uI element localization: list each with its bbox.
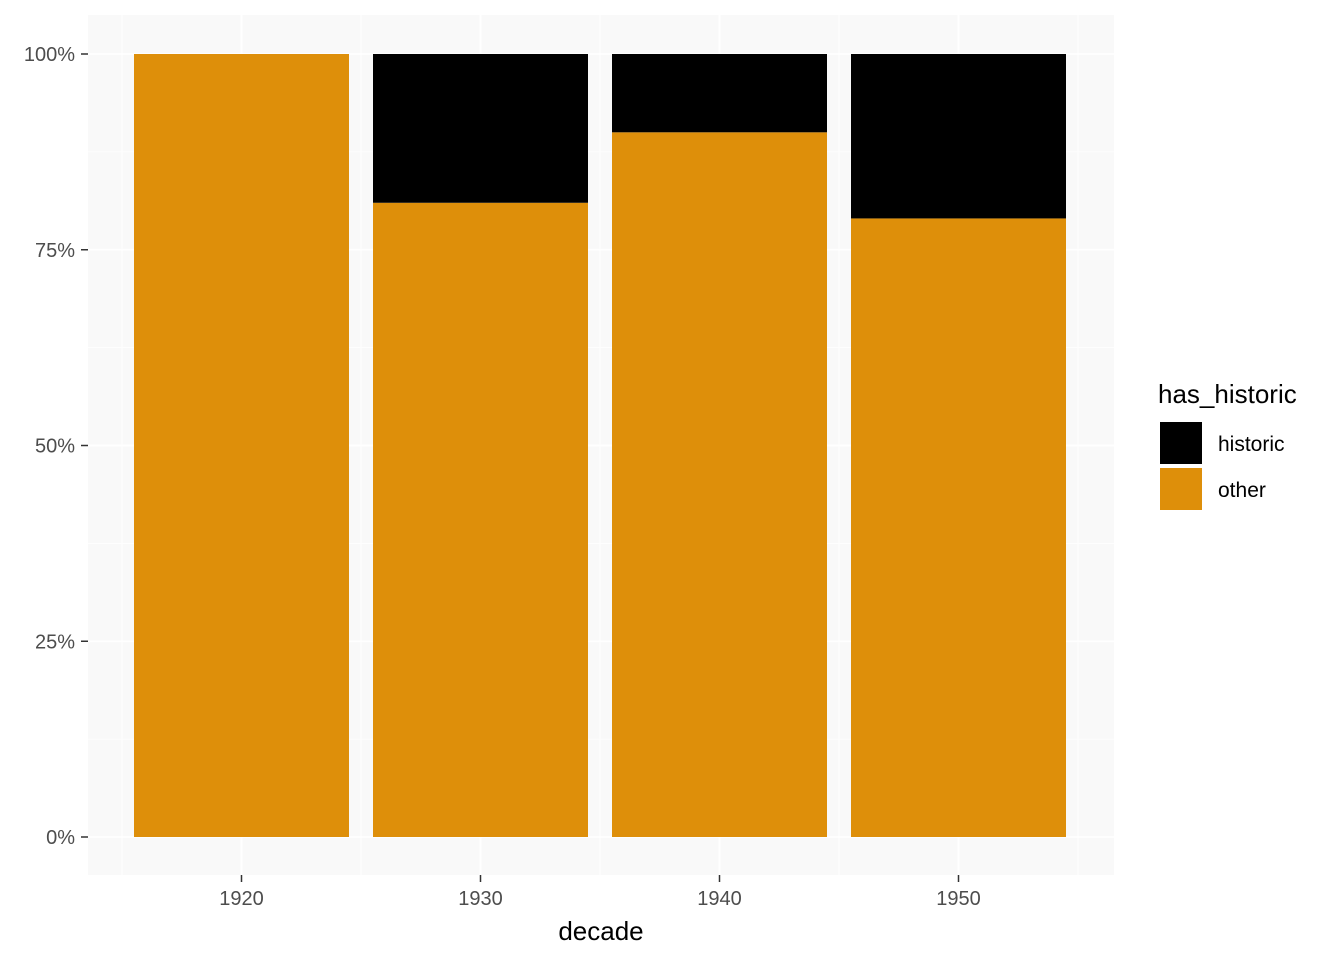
bars	[134, 54, 1066, 838]
bar-historic-1930	[373, 54, 588, 203]
y-tick-label: 25%	[35, 631, 75, 653]
x-tick-label: 1940	[697, 888, 742, 910]
legend-label-other: other	[1218, 479, 1266, 502]
legend-title: has_historic	[1158, 379, 1297, 409]
bar-other-1940	[612, 132, 827, 838]
bar-other-1930	[373, 202, 588, 837]
bar-other-1950	[851, 218, 1066, 837]
x-tick-label: 1920	[219, 888, 264, 910]
legend-key-historic	[1160, 422, 1202, 464]
legend: has_historic historic other	[1158, 379, 1297, 510]
x-axis-title: decade	[558, 916, 643, 946]
y-tick-label: 75%	[35, 240, 75, 262]
legend-label-historic: historic	[1218, 433, 1285, 456]
y-tick-label: 50%	[35, 436, 75, 458]
y-axis: 0% 25% 50% 75% 100%	[24, 44, 88, 849]
bar-historic-1950	[851, 54, 1066, 219]
legend-key-other	[1160, 468, 1202, 510]
y-tick-label: 0%	[46, 827, 75, 849]
bar-historic-1940	[612, 54, 827, 133]
x-axis: 1920 1930 1940 1950	[219, 875, 981, 910]
x-tick-label: 1950	[936, 888, 981, 910]
y-tick-label: 100%	[24, 44, 75, 66]
bar-other-1920	[134, 54, 349, 837]
x-tick-label: 1930	[458, 888, 503, 910]
